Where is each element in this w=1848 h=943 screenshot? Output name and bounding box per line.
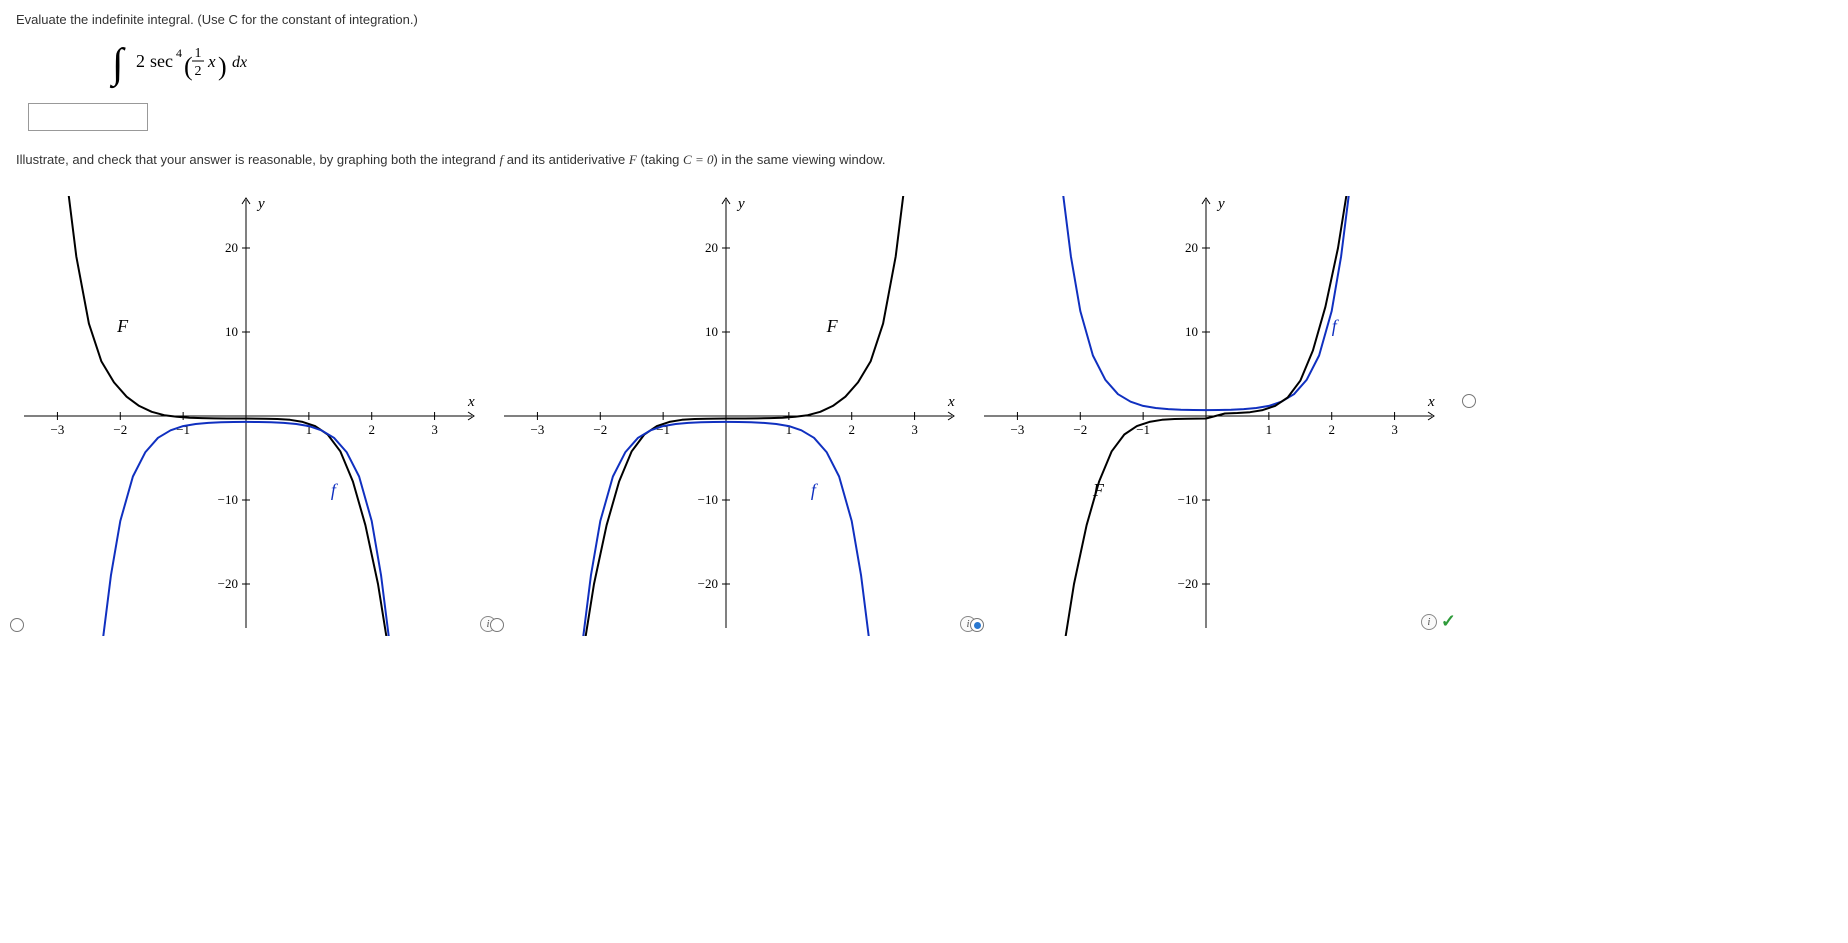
svg-text:F: F [116,316,129,336]
svg-text:F: F [1092,480,1105,500]
option-radio-3[interactable] [970,618,984,632]
svg-text:f: f [811,480,819,500]
svg-text:y: y [736,196,745,212]
chart-option-2: −3−2−1123−20−101020xyFfi [496,196,966,636]
svg-text:dx: dx [232,54,247,71]
chart-2: −3−2−1123−20−101020xyFf [496,196,966,636]
svg-text:−3: −3 [51,422,65,437]
svg-text:10: 10 [705,324,718,339]
illustrate-text: Illustrate, and check that your answer i… [16,152,1832,168]
svg-text:y: y [256,196,265,212]
svg-text:−10: −10 [698,492,718,507]
svg-text:): ) [218,52,227,81]
question-intro: Evaluate the indefinite integral. (Use C… [16,12,1832,27]
option-radio-1[interactable] [10,618,24,632]
svg-text:x: x [207,52,216,71]
integral-expression: ∫ 2 sec 4 ( 1 2 x ) dx [106,37,1832,89]
info-icon[interactable]: i [1421,614,1437,630]
svg-text:1: 1 [195,46,202,61]
svg-text:y: y [1216,196,1225,212]
svg-text:−2: −2 [593,422,607,437]
svg-text:−3: −3 [1011,422,1025,437]
svg-text:−10: −10 [218,492,238,507]
chart-3: −3−2−1123−20−101020xyfF [976,196,1446,636]
svg-text:3: 3 [1391,422,1398,437]
svg-text:f: f [331,480,339,500]
svg-text:−10: −10 [1178,492,1198,507]
svg-text:x: x [467,394,475,410]
svg-text:−20: −20 [218,576,238,591]
svg-text:F: F [826,316,839,336]
svg-text:f: f [1332,316,1340,336]
svg-text:10: 10 [1185,324,1198,339]
chart-option-3: −3−2−1123−20−101020xyfFi✓ [976,196,1446,636]
svg-text:2: 2 [195,64,202,79]
answer-input[interactable] [28,103,148,131]
svg-text:4: 4 [176,46,182,60]
svg-text:2: 2 [136,51,145,71]
svg-text:x: x [1427,394,1435,410]
svg-text:2: 2 [368,422,375,437]
svg-text:20: 20 [705,240,718,255]
charts-row: −3−2−1123−20−101020xyFfi−3−2−1123−20−101… [16,196,1832,636]
svg-text:10: 10 [225,324,238,339]
svg-text:−1: −1 [176,422,190,437]
chart-option-1: −3−2−1123−20−101020xyFfi [16,196,486,636]
svg-text:20: 20 [225,240,238,255]
svg-text:1: 1 [1266,422,1273,437]
svg-text:−20: −20 [1178,576,1198,591]
svg-text:sec: sec [150,51,173,71]
svg-text:∫: ∫ [109,41,126,89]
option-radio-2[interactable] [490,618,504,632]
svg-text:20: 20 [1185,240,1198,255]
svg-text:(: ( [184,52,193,81]
svg-text:3: 3 [431,422,438,437]
next-option-indicator [1462,394,1476,408]
svg-text:2: 2 [848,422,855,437]
correct-check-icon: ✓ [1441,611,1456,632]
svg-text:−20: −20 [698,576,718,591]
svg-text:2: 2 [1328,422,1335,437]
svg-text:−3: −3 [531,422,545,437]
svg-text:x: x [947,394,955,410]
svg-text:3: 3 [911,422,918,437]
chart-1: −3−2−1123−20−101020xyFf [16,196,486,636]
svg-text:−2: −2 [1073,422,1087,437]
svg-text:−2: −2 [113,422,127,437]
svg-text:1: 1 [786,422,793,437]
